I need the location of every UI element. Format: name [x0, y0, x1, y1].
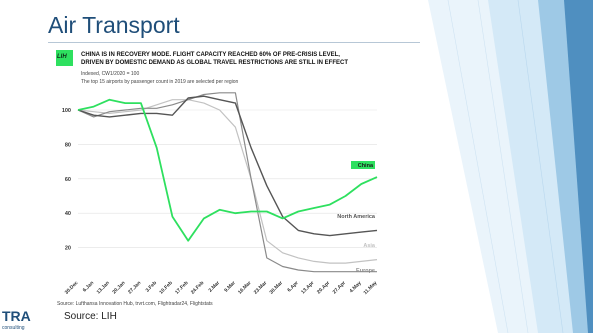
x-tick-label: 11.May — [363, 280, 379, 296]
x-tick-label: 3.Feb — [145, 280, 158, 293]
series-label-china: China — [358, 163, 374, 169]
x-tick-label: 16.Mar — [237, 280, 252, 295]
x-tick-label: 20.Jan — [111, 280, 126, 295]
y-tick-label: 40 — [65, 211, 71, 217]
series-line-china — [77, 98, 378, 242]
tra-logo-subtext: consulting — [2, 325, 25, 331]
x-tick-label: 10.Feb — [158, 280, 173, 295]
decorative-background — [428, 0, 593, 333]
headline-line-1: CHINA IS IN RECOVERY MODE. FLIGHT CAPACI… — [81, 52, 340, 58]
series-line-asia — [77, 99, 378, 264]
y-tick-label: 80 — [65, 142, 71, 148]
lih-badge — [56, 50, 73, 66]
x-tick-label: 30.Dec — [64, 280, 80, 296]
series-line-europe — [77, 92, 377, 273]
x-tick-label: 24.Feb — [190, 280, 205, 295]
slide-source: Source: LIH — [64, 311, 117, 322]
x-tick-label: 9.Mar — [223, 280, 237, 294]
x-tick-label: 13.Jan — [96, 280, 111, 295]
slide-title: Air Transport — [48, 12, 180, 38]
chart-selection-note: The top 15 airports by passenger count i… — [81, 79, 239, 85]
y-tick-label: 20 — [65, 246, 71, 252]
x-tick-label: 27.Jan — [127, 280, 142, 295]
chart-index-note: Indexed, CW1/2020 = 100 — [81, 71, 140, 77]
chart-headline: CHINA IS IN RECOVERY MODE. FLIGHT CAPACI… — [81, 51, 401, 67]
x-tick-label: 4.May — [349, 280, 363, 294]
series-label-north-america: North America — [337, 214, 376, 220]
series-line-north-america — [77, 95, 378, 237]
x-tick-label: 2.Mar — [208, 280, 222, 294]
x-tick-label: 23.Mar — [253, 280, 268, 295]
x-tick-label: 17.Feb — [174, 280, 189, 295]
series-label-asia: Asia — [363, 243, 376, 249]
y-tick-label: 60 — [65, 177, 71, 183]
x-tick-label: 20.Apr — [316, 280, 331, 295]
tra-logo: TRA — [2, 308, 31, 324]
series-label-bg-china — [351, 161, 375, 169]
headline-line-2: DRIVEN BY DOMESTIC DEMAND AS GLOBAL TRAV… — [81, 60, 349, 66]
x-tick-label: 6.Jan — [82, 280, 95, 293]
x-tick-label: 13.Apr — [300, 280, 315, 295]
x-tick-label: 6.Apr — [286, 280, 299, 293]
lih-badge-text: LIH — [57, 54, 67, 60]
series-label-europe: Europe — [356, 268, 375, 274]
chart-source: Source: Lufthansa Innovation Hub, trvrt.… — [57, 301, 213, 307]
y-tick-label: 100 — [62, 108, 71, 114]
title-divider — [48, 42, 420, 43]
x-tick-label: 30.Mar — [269, 280, 284, 295]
x-tick-label: 27.Apr — [332, 280, 347, 295]
